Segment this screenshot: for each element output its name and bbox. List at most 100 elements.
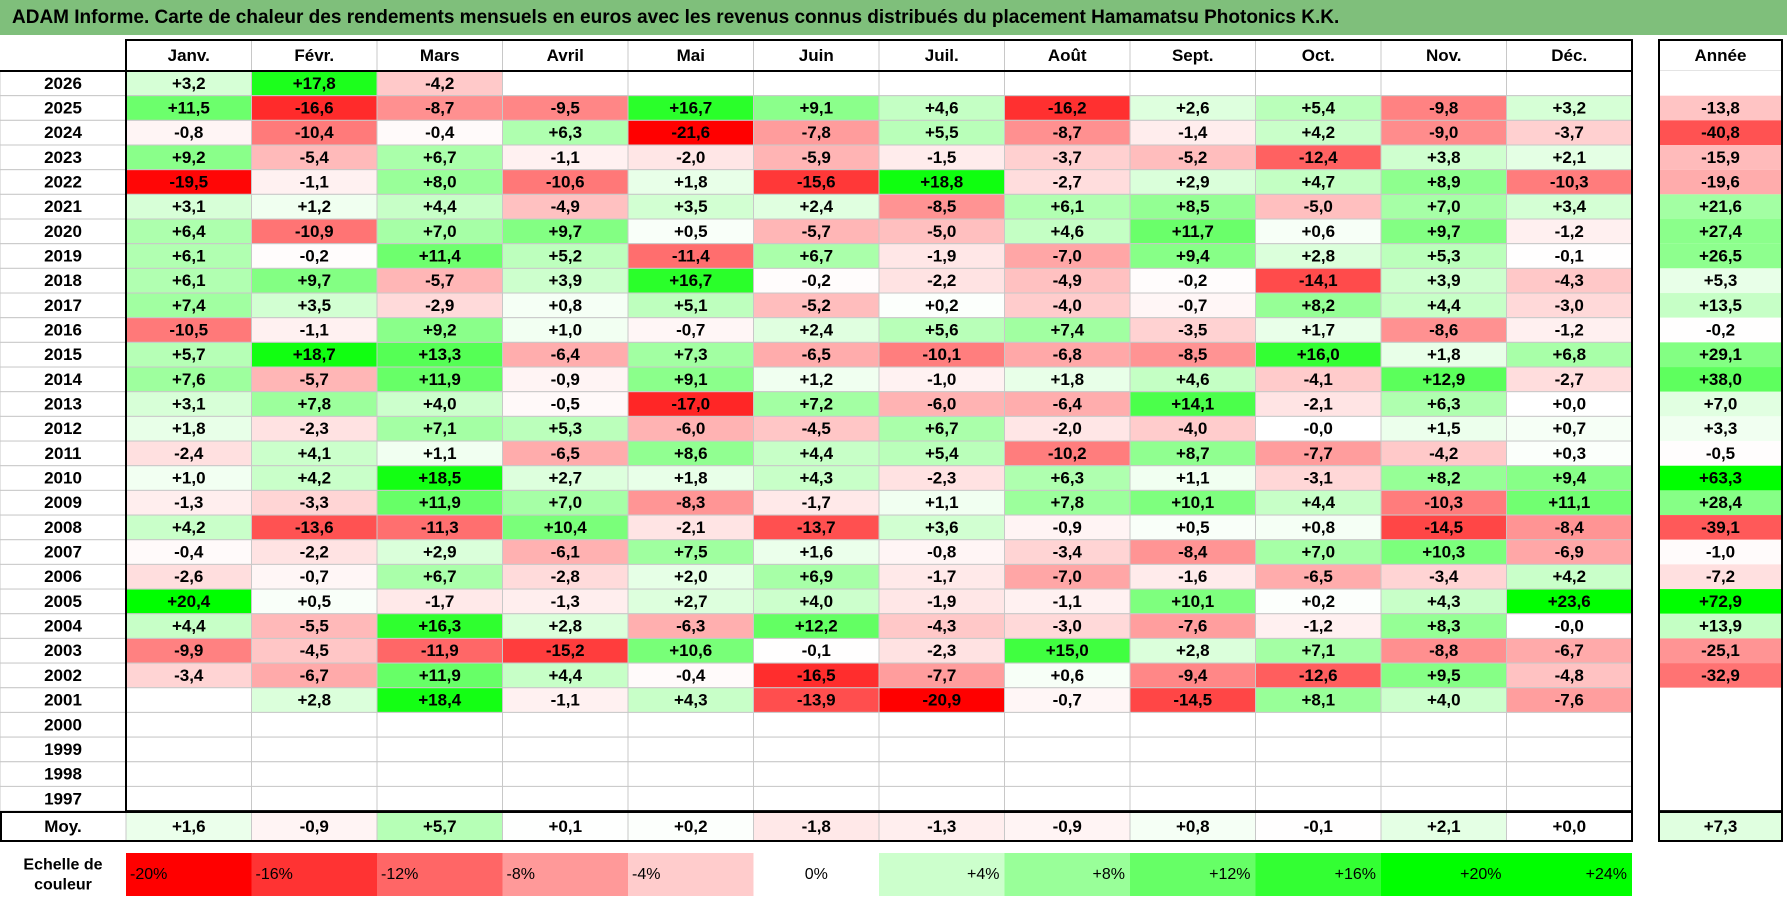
cell-value: +4,0: [799, 592, 833, 611]
annual-value: -0,5: [1706, 444, 1735, 463]
cell-value: -1,9: [927, 247, 956, 266]
cell-value: +0,0: [1552, 395, 1586, 414]
heatmap-cell: [878, 119, 1005, 146]
year-label-cell: [0, 95, 127, 121]
year-label-cell: [0, 341, 127, 368]
average-value: -0,9: [1053, 817, 1082, 836]
heatmap-cell: [878, 95, 1005, 121]
heatmap-cell: [1255, 267, 1382, 294]
cell-value: -5,5: [300, 617, 329, 636]
cell-value: -21,6: [671, 123, 710, 142]
heatmap-cell: [251, 761, 378, 787]
heatmap-cell: [125, 637, 252, 664]
cell-value: +11,9: [419, 666, 461, 685]
cell-value: -8,4: [1555, 518, 1585, 537]
cell-value: +1,1: [925, 493, 959, 512]
cell-value: +6,7: [423, 148, 457, 167]
heatmap-cell: [1506, 736, 1633, 763]
heatmap-cell: [878, 440, 1005, 467]
month-header-11: Déc.: [1551, 46, 1587, 65]
cell-value: -5,7: [425, 271, 454, 290]
year-label-cell: [0, 687, 127, 713]
cell-value: +8,7: [1176, 444, 1210, 463]
cell-value: +2,1: [1552, 148, 1586, 167]
heatmap-cell: [376, 169, 503, 195]
annual-value: -19,6: [1701, 173, 1740, 192]
heatmap-cell: [1004, 637, 1131, 664]
cell-value: +4,7: [1301, 173, 1335, 192]
cell-value: +18,8: [920, 173, 963, 192]
heatmap-cell: [502, 489, 629, 516]
cell-value: -6,8: [1053, 345, 1082, 364]
annual-value: -1,0: [1706, 543, 1735, 562]
heatmap-cell: [125, 711, 252, 738]
cell-value: +11,4: [419, 247, 462, 266]
month-header-cell: [878, 39, 1005, 72]
heatmap-cell: [878, 193, 1005, 220]
cell-value: -3,3: [300, 493, 329, 512]
cell-value: -7,0: [1053, 567, 1082, 586]
cell-value: -0,1: [802, 641, 831, 660]
cell-value: +3,1: [172, 395, 206, 414]
cell-value: +9,4: [1552, 469, 1586, 488]
cell-value: +7,1: [423, 419, 457, 438]
cell-value: -0,4: [174, 543, 204, 562]
scale-swatch: [879, 853, 1005, 896]
heatmap-cell: [1004, 95, 1131, 121]
cell-value: +7,8: [297, 395, 331, 414]
cell-value: +20,4: [167, 592, 211, 611]
cell-value: +1,8: [1427, 345, 1461, 364]
cell-value: -4,0: [1053, 296, 1082, 315]
heatmap-cell: [1506, 391, 1633, 417]
cell-value: +4,0: [423, 395, 457, 414]
heatmap-cell: [1129, 711, 1256, 738]
year-label-1997: 1997: [44, 789, 82, 808]
heatmap-cell: [1506, 588, 1633, 615]
cell-value: +4,6: [925, 99, 959, 118]
heatmap-cell: [1380, 761, 1507, 787]
heatmap-cell: [627, 539, 754, 565]
cell-value: -8,8: [1429, 641, 1458, 660]
cell-value: +0,3: [1552, 444, 1586, 463]
heatmap-cell: [1255, 317, 1382, 343]
scale-label: +24%: [1586, 866, 1627, 883]
annual-cell: [1659, 243, 1782, 269]
heatmap-cell: [251, 366, 378, 393]
year-label-2003: 2003: [44, 641, 82, 660]
cell-value: +8,9: [1427, 173, 1461, 192]
heatmap-cell: [1129, 317, 1256, 343]
cell-value: +0,5: [674, 222, 708, 241]
heatmap-cell: [1380, 366, 1507, 393]
cell-value: -13,6: [295, 518, 334, 537]
annual-cell: [1659, 564, 1782, 590]
cell-value: +4,2: [1301, 123, 1335, 142]
heatmap-cell: [627, 465, 754, 491]
annual-cell: [1659, 268, 1782, 294]
cell-value: -15,6: [797, 173, 836, 192]
cell-value: +4,1: [297, 444, 331, 463]
year-label-2015: 2015: [44, 345, 82, 364]
cell-value: +2,0: [674, 567, 708, 586]
heatmap-cell: [627, 662, 754, 689]
cell-value: +18,7: [293, 345, 336, 364]
cell-value: +9,1: [799, 99, 833, 118]
heatmap-cell: [1129, 169, 1256, 195]
cell-value: +3,6: [925, 518, 959, 537]
cell-value: -0,8: [174, 123, 203, 142]
annual-value: +63,3: [1699, 469, 1742, 488]
year-label-2007: 2007: [44, 543, 82, 562]
cell-value: -2,2: [927, 271, 956, 290]
cell-value: -3,4: [1053, 543, 1083, 562]
annual-value: -25,1: [1701, 641, 1740, 660]
month-header-0: Janv.: [168, 46, 210, 65]
heatmap-cell: [502, 637, 629, 664]
scale-label: -12%: [381, 866, 418, 883]
heatmap-cell: [376, 440, 503, 467]
cell-value: +2,4: [799, 197, 833, 216]
heatmap-cell: [125, 440, 252, 467]
heatmap-cell: [878, 243, 1005, 269]
heatmap-cell: [502, 588, 629, 615]
month-header-1: Févr.: [294, 46, 334, 65]
average-cell: [1506, 811, 1633, 842]
cell-value: +5,5: [925, 123, 959, 142]
